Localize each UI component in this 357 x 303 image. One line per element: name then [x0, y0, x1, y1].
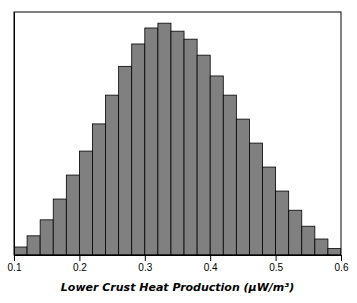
bar: [158, 23, 171, 255]
bar: [289, 210, 302, 255]
bar: [302, 226, 315, 255]
tick: 0.1: [8, 255, 22, 273]
tick-mark: [276, 255, 277, 261]
bar: [40, 220, 53, 255]
bar: [92, 124, 105, 255]
bar: [210, 76, 223, 255]
bar: [79, 151, 92, 255]
tick-label: 0.3: [138, 262, 152, 273]
x-axis: 0.1 0.2 0.3 0.4 0.5 0.6: [8, 255, 349, 273]
tick-mark: [79, 255, 80, 261]
bars: [14, 23, 341, 255]
x-axis-label: Lower Crust Heat Production (μW/m³): [61, 281, 294, 294]
bar: [171, 31, 184, 255]
bar: [145, 28, 158, 255]
tick: 0.4: [204, 255, 218, 273]
tick-label: 0.6: [335, 262, 349, 273]
bar: [106, 95, 119, 255]
tick: 0.3: [138, 255, 152, 273]
bar: [53, 199, 66, 255]
bar: [249, 143, 262, 255]
bar: [197, 55, 210, 255]
bar: [328, 249, 341, 255]
tick-label: 0.2: [73, 262, 87, 273]
axis-domain: [15, 256, 342, 262]
chart: 0.1 0.2 0.3 0.4 0.5 0.6 Lower Crust Heat Produ…: [0, 0, 357, 303]
tick-label: 0.5: [269, 262, 283, 273]
bar: [276, 191, 289, 255]
bar: [119, 66, 132, 255]
tick: 0.6: [335, 255, 349, 273]
plot-frame: [14, 12, 341, 255]
bar: [132, 44, 145, 255]
bar: [223, 95, 236, 255]
tick-mark: [14, 255, 15, 261]
tick-mark: [210, 255, 211, 261]
tick-mark: [341, 255, 342, 261]
bar: [14, 247, 27, 255]
bar: [236, 119, 249, 255]
tick-mark: [145, 255, 146, 261]
axis-domain: [14, 13, 15, 256]
bar: [184, 39, 197, 255]
tick: 0.5: [269, 255, 283, 273]
plot-area: 0.1 0.2 0.3 0.4 0.5 0.6: [8, 12, 349, 273]
y-axis: [14, 13, 15, 256]
bar: [66, 175, 79, 255]
tick-label: 0.4: [204, 262, 218, 273]
bar: [315, 239, 328, 255]
bar: [27, 236, 40, 255]
tick-label: 0.1: [8, 262, 22, 273]
bar: [263, 167, 276, 255]
tick: 0.2: [73, 255, 87, 273]
